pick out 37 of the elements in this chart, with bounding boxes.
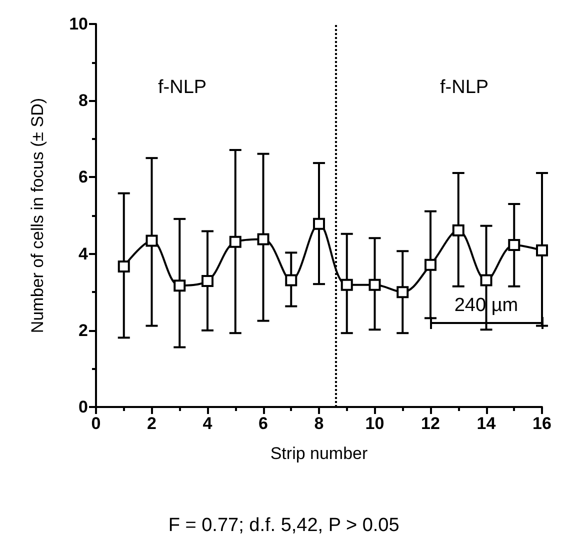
- annotation: 240 µm: [453, 295, 520, 317]
- x-axis-title: Strip number: [270, 444, 368, 463]
- y-axis-title: Number of cells in focus (± SD): [28, 98, 47, 334]
- x-tick-label: 0: [91, 414, 101, 433]
- point: [202, 274, 214, 287]
- y-tick-label: 8: [78, 91, 88, 110]
- y-tick-label: 4: [78, 244, 89, 264]
- point: [313, 218, 325, 230]
- point: [285, 274, 298, 286]
- y-tick-label: 10: [69, 14, 88, 34]
- point: [508, 238, 520, 251]
- text: F = 0.77; d.f. 5,42, P > 0.05: [168, 515, 400, 536]
- x-tick-label: 2: [147, 414, 156, 433]
- point: [424, 258, 436, 271]
- point: [480, 274, 492, 286]
- y-tick-label: 0: [78, 398, 88, 416]
- point: [257, 233, 270, 246]
- point: [396, 286, 409, 298]
- point: [118, 260, 130, 272]
- y-tick-label: 6: [78, 168, 88, 187]
- x-tick-label: 6: [258, 414, 268, 433]
- point: [229, 236, 242, 248]
- point: [340, 278, 353, 291]
- x-tick-label: 16: [532, 414, 552, 433]
- x-tick-label: 12: [421, 414, 440, 433]
- x-tick-label: 10: [365, 414, 384, 433]
- x-tick-label: 8: [314, 414, 324, 433]
- point: [536, 244, 548, 256]
- annotation: f-NLP: [158, 77, 207, 98]
- point: [174, 280, 186, 292]
- x-tick-label: 14: [476, 414, 496, 433]
- point: [146, 234, 158, 247]
- y-tick-label: 2: [78, 320, 88, 340]
- annotation: f-NLP: [440, 77, 489, 98]
- x-tick-label: 4: [202, 414, 213, 433]
- point: [368, 278, 381, 291]
- point: [452, 224, 464, 236]
